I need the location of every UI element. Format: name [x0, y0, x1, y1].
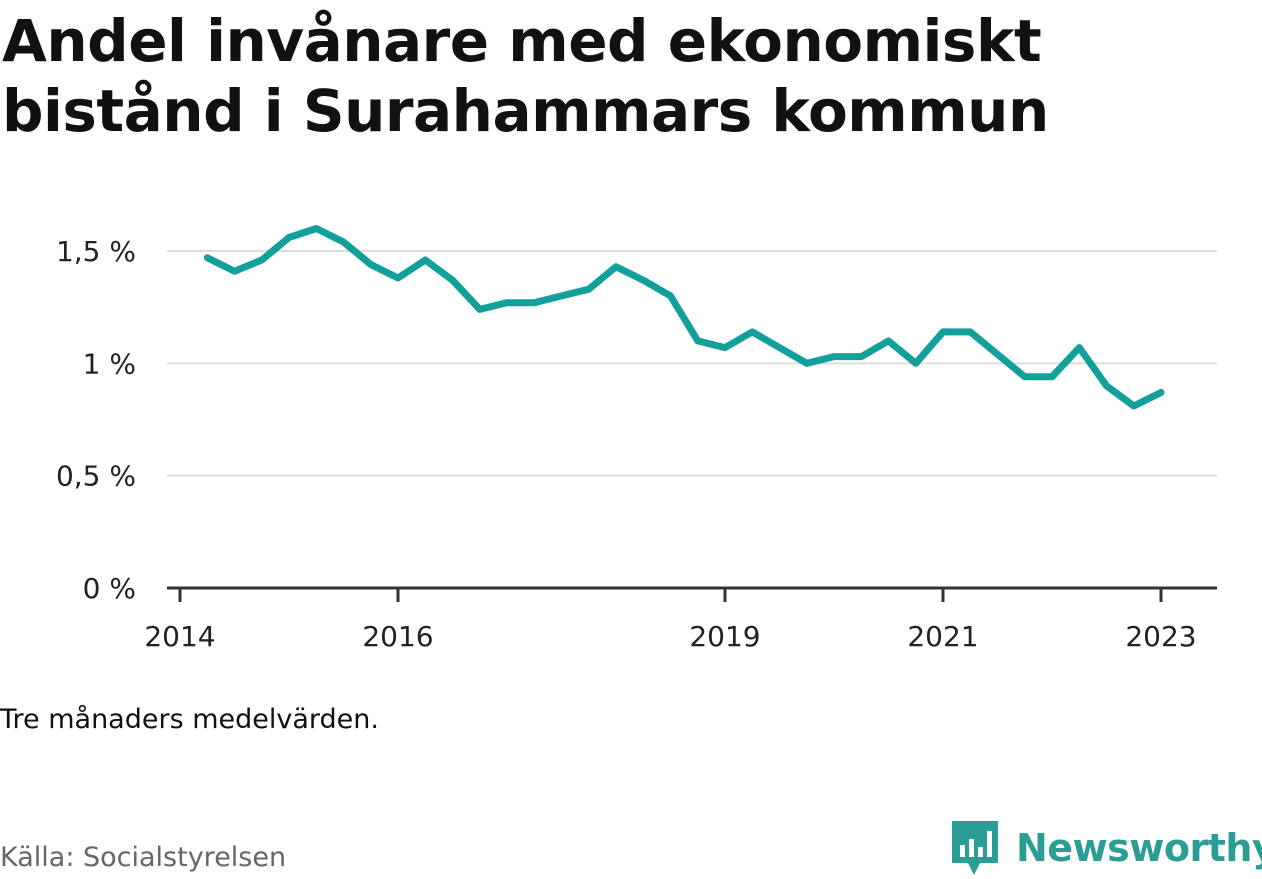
x-tick-label: 2019 — [689, 620, 760, 653]
x-tick-label: 2021 — [907, 620, 978, 653]
chart-note: Tre månaders medelvärden. — [0, 704, 379, 735]
newsworthy-logo-icon — [952, 821, 998, 875]
line-chart: 0 % 0,5 % 1 % 1,5 % 2014 2016 2019 2021 2023 — [56, 225, 1217, 653]
data-point — [422, 257, 429, 263]
data-point — [1076, 344, 1083, 351]
data-point — [912, 360, 919, 367]
x-axis-labels: 2014 2016 2019 2021 2023 — [144, 620, 1196, 653]
data-point — [449, 277, 456, 284]
y-gridlines — [167, 250, 1217, 477]
x-tick-label: 2016 — [362, 620, 433, 653]
data-point — [967, 328, 974, 335]
data-point — [940, 328, 946, 335]
series-line — [203, 225, 1165, 410]
data-point — [340, 239, 347, 245]
data-point — [694, 337, 701, 344]
data-point — [395, 275, 401, 281]
data-point — [504, 299, 510, 306]
data-point — [776, 344, 783, 351]
data-point — [231, 268, 238, 275]
data-point — [749, 328, 756, 335]
data-point — [204, 254, 211, 261]
data-point — [640, 277, 647, 284]
source-credit: Källa: Socialstyrelsen — [0, 842, 287, 873]
data-point — [858, 353, 865, 360]
x-tick-label: 2023 — [1125, 620, 1196, 653]
data-point — [367, 261, 374, 268]
y-tick-label: 1 % — [83, 347, 136, 380]
data-point — [885, 337, 892, 344]
chart-title: Andel invånare med ekonomiskt bistånd i … — [2, 7, 1049, 145]
data-points — [204, 225, 1164, 409]
data-point — [994, 351, 1001, 358]
x-axis-ticks — [178, 588, 1163, 602]
data-point — [476, 306, 483, 313]
data-point — [1130, 403, 1137, 409]
y-tick-label: 0,5 % — [56, 460, 136, 493]
data-point — [558, 292, 565, 299]
y-axis-labels: 0 % 0,5 % 1 % 1,5 % — [56, 235, 136, 605]
data-point — [531, 299, 538, 306]
data-point — [1158, 389, 1164, 396]
brand-logo[interactable]: Newsworthy — [950, 818, 1262, 878]
data-point — [803, 360, 810, 367]
data-point — [613, 263, 619, 270]
data-point — [1021, 373, 1028, 380]
x-tick-label: 2014 — [144, 620, 215, 653]
data-point — [258, 257, 265, 263]
data-point — [1103, 382, 1110, 389]
brand-name: Newsworthy — [1016, 826, 1262, 870]
data-point — [831, 353, 837, 360]
data-point — [286, 234, 292, 241]
data-point — [585, 286, 592, 293]
data-point — [313, 225, 320, 232]
data-point — [1049, 373, 1055, 380]
y-tick-label: 1,5 % — [56, 235, 136, 268]
data-point — [667, 292, 674, 299]
y-tick-label: 0 % — [83, 572, 136, 605]
data-point — [722, 344, 728, 351]
